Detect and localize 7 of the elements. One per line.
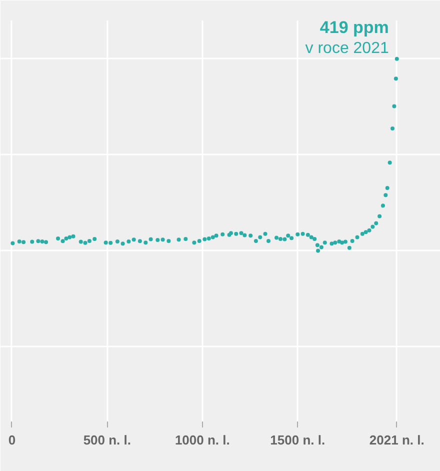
- x-tick-label: 1500 n. l.: [270, 432, 326, 448]
- annotation: v roce 2021: [305, 40, 389, 57]
- annotation: 419 ppm: [320, 18, 389, 37]
- x-tick-label: 1000 n. l.: [174, 432, 230, 448]
- x-tick-label: 0: [8, 432, 16, 448]
- x-tick-label: 500 n. l.: [83, 432, 132, 448]
- x-tick-label: 2021 n. l.: [369, 432, 424, 448]
